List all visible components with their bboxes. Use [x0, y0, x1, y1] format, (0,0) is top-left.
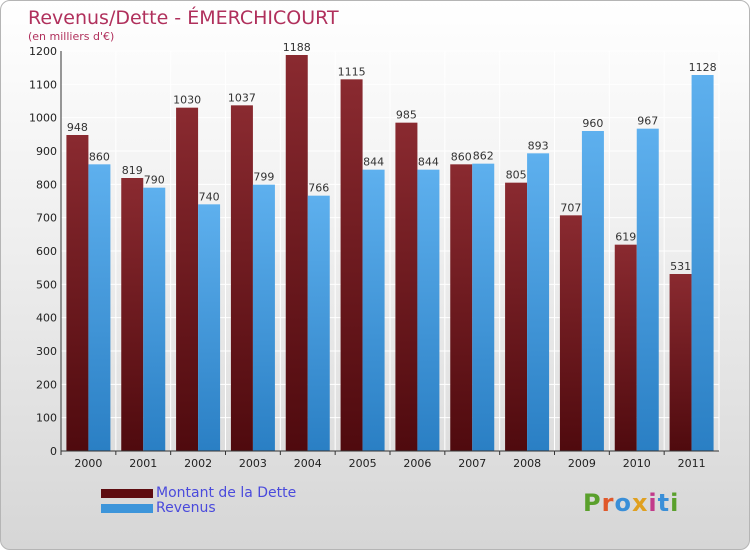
value-label: 1128 [689, 61, 717, 74]
y-tick-label: 800 [36, 178, 57, 191]
value-label: 960 [582, 117, 603, 130]
legend-label-revenus: Revenus [156, 500, 216, 516]
value-label: 766 [308, 182, 329, 195]
legend-label-dette: Montant de la Dette [156, 485, 297, 501]
bar-dette [450, 164, 473, 452]
chart-subtitle: (en milliers d'€) [28, 30, 115, 43]
y-tick-label: 900 [36, 145, 57, 158]
y-tick-label: 500 [36, 278, 57, 291]
value-label: 844 [363, 156, 384, 169]
value-label: 740 [199, 190, 220, 203]
value-label: 805 [506, 169, 527, 182]
bar-revenus [252, 184, 275, 451]
value-label: 862 [473, 150, 494, 163]
bars [66, 55, 714, 452]
bar-dette [505, 182, 528, 451]
value-label: 819 [122, 164, 143, 177]
value-label: 1115 [338, 65, 366, 78]
y-tick-label: 100 [36, 412, 57, 425]
bar-revenus [362, 169, 385, 451]
y-tick-label: 1100 [29, 78, 57, 91]
value-label: 860 [89, 150, 110, 163]
x-tick-label: 2009 [568, 457, 596, 470]
legend-swatch-dette [101, 489, 153, 498]
x-tick-label: 2006 [403, 457, 431, 470]
x-tick-label: 2004 [294, 457, 322, 470]
chart-title: Revenus/Dette - ÉMERCHICOURT [28, 7, 339, 29]
value-label: 948 [67, 121, 88, 134]
bar-revenus [691, 75, 714, 451]
y-tick-label: 0 [50, 445, 57, 458]
value-label: 531 [670, 260, 691, 273]
bar-revenus [417, 169, 440, 451]
bar-dette [230, 105, 253, 451]
x-tick-label: 2003 [239, 457, 267, 470]
y-tick-label: 700 [36, 212, 57, 225]
bar-revenus [88, 164, 111, 452]
value-label: 619 [615, 231, 636, 244]
grid-lines [60, 50, 720, 452]
bar-revenus [472, 163, 495, 451]
x-tick-label: 2008 [513, 457, 541, 470]
value-label: 985 [396, 109, 417, 122]
bar-dette [176, 107, 199, 452]
bar-dette [285, 55, 308, 451]
x-tick-label: 2000 [74, 457, 102, 470]
x-tick-label: 2011 [678, 457, 706, 470]
bar-dette [395, 122, 418, 452]
value-label: 893 [528, 139, 549, 152]
bar-revenus [198, 204, 221, 451]
bar-dette [66, 135, 89, 451]
proxiti-logo: Proxiti [583, 489, 680, 517]
value-label: 799 [253, 171, 274, 184]
x-tick-label: 2002 [184, 457, 212, 470]
value-label: 860 [451, 150, 472, 163]
y-tick-label: 1200 [29, 45, 57, 58]
value-label: 1037 [228, 91, 256, 104]
bar-revenus [527, 153, 550, 452]
y-tick-label: 1000 [29, 112, 57, 125]
bar-dette [614, 244, 637, 451]
bar-revenus [143, 187, 166, 451]
value-label: 844 [418, 156, 439, 169]
value-label: 967 [637, 115, 658, 128]
legend-swatch-revenus [101, 504, 153, 513]
y-tick-label: 200 [36, 378, 57, 391]
value-label: 707 [560, 201, 581, 214]
y-tick-label: 300 [36, 345, 57, 358]
value-label: 1188 [283, 41, 311, 54]
x-tick-label: 2010 [623, 457, 651, 470]
bar-dette [121, 178, 144, 451]
value-label: 790 [144, 174, 165, 187]
bar-dette [340, 79, 363, 451]
bar-dette [559, 215, 582, 451]
bar-dette [669, 274, 692, 451]
bar-revenus [307, 195, 330, 451]
axes: 0 100 200 300 400 500 600 700 800 900 1000 1100 1200… [29, 45, 719, 470]
bar-revenus [636, 128, 659, 451]
y-tick-label: 600 [36, 245, 57, 258]
value-label: 1030 [173, 94, 201, 107]
x-tick-label: 2005 [349, 457, 377, 470]
bar-revenus [581, 131, 604, 451]
x-tick-label: 2001 [129, 457, 157, 470]
y-tick-label: 400 [36, 312, 57, 325]
x-tick-label: 2007 [458, 457, 486, 470]
